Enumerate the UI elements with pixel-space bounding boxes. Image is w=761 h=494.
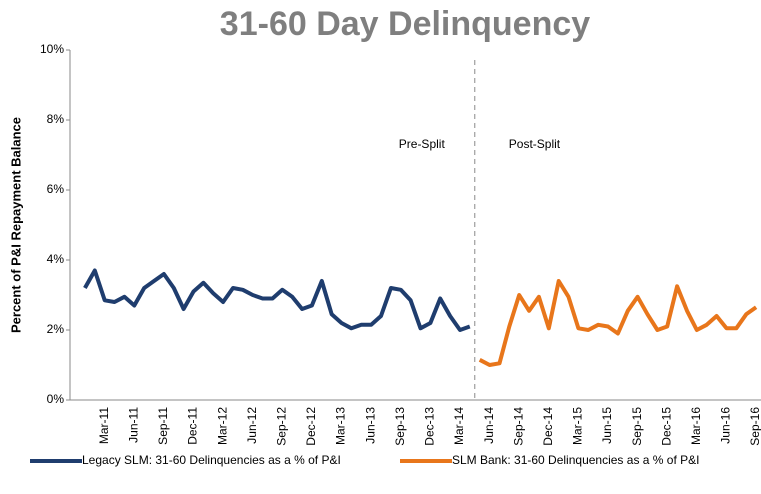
series-line: [478, 279, 758, 367]
y-tick-label: 10%: [40, 42, 64, 56]
x-tick-label: Sep-13: [393, 407, 407, 446]
y-tick-label: 8%: [47, 112, 65, 126]
x-tick-label: Dec-11: [186, 407, 200, 445]
annotation: Post-Split: [509, 137, 561, 151]
x-tick-label: Mar-12: [215, 407, 229, 445]
y-axis-title: Percent of P&I Repayment Balance: [8, 117, 23, 333]
x-tick-label: Dec-13: [423, 407, 437, 446]
chart-title: 31-60 Day Delinquency: [220, 5, 590, 43]
x-tick-label: Jun-14: [482, 407, 496, 444]
legend-label: SLM Bank: 31-60 Delinquencies as a % of …: [452, 453, 699, 467]
annotation: Pre-Split: [399, 137, 446, 151]
x-tick-label: Sep-12: [274, 407, 288, 446]
x-tick-label: Sep-16: [748, 407, 761, 446]
x-tick-label: Sep-11: [156, 407, 170, 445]
x-tick-label: Jun-13: [363, 407, 377, 444]
y-tick-label: 4%: [47, 252, 65, 266]
legend-label: Legacy SLM: 31-60 Delinquencies as a % o…: [82, 453, 341, 467]
y-tick-label: 6%: [47, 182, 65, 196]
x-tick-label: Sep-15: [630, 407, 644, 446]
y-tick-label: 2%: [47, 322, 65, 336]
series-line: [83, 268, 471, 332]
x-tick-label: Jun-11: [126, 407, 140, 443]
x-tick-label: Mar-14: [452, 407, 466, 445]
x-tick-label: Mar-15: [571, 407, 585, 445]
x-tick-label: Dec-14: [541, 407, 555, 446]
x-tick-label: Mar-13: [334, 407, 348, 445]
x-tick-label: Sep-14: [511, 407, 525, 446]
x-tick-label: Jun-15: [600, 407, 614, 444]
x-tick-label: Dec-15: [659, 407, 673, 446]
x-tick-label: Jun-12: [245, 407, 259, 444]
x-tick-label: Dec-12: [304, 407, 318, 446]
y-tick-label: 0%: [47, 392, 65, 406]
x-tick-label: Jun-16: [719, 407, 733, 444]
x-tick-label: Mar-11: [97, 407, 111, 444]
x-tick-label: Mar-16: [689, 407, 703, 445]
